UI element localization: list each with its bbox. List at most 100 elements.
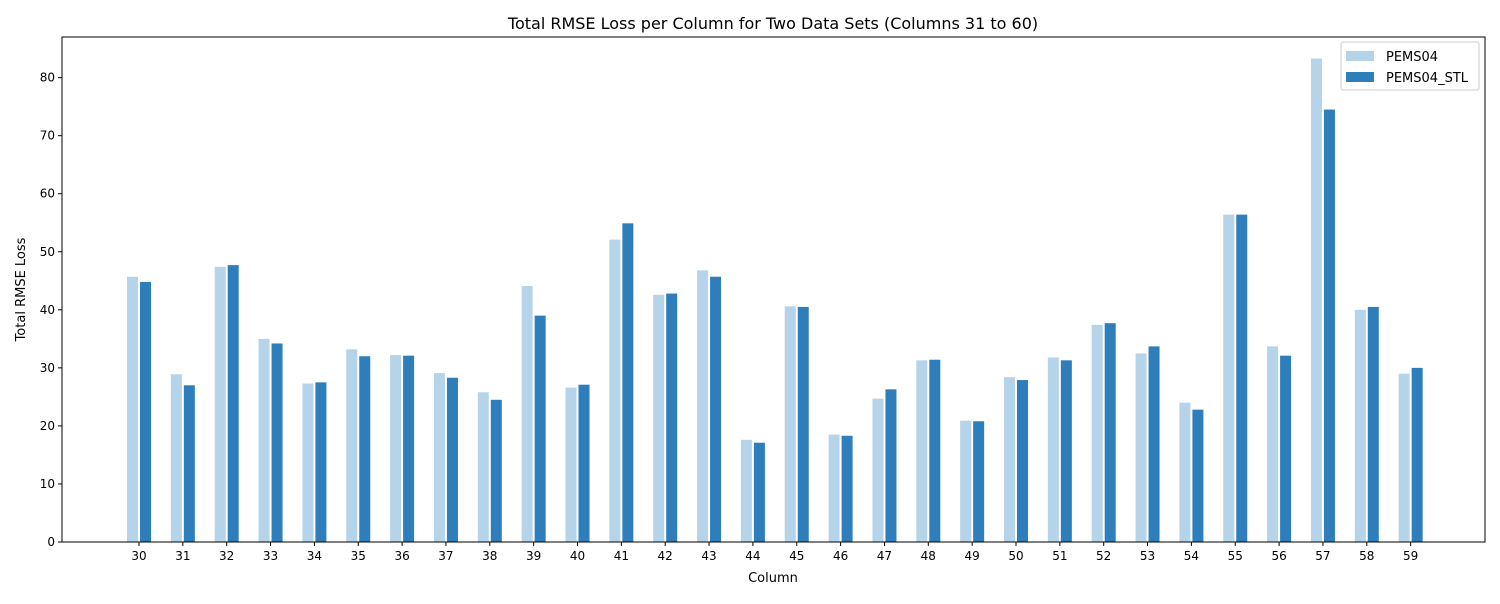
x-axis: 30 31 32 33 34 35 36 37 38 39 40 41 42 43 44 45 46 47 48 49… bbox=[131, 542, 1418, 563]
x-tick-label: 38 bbox=[482, 549, 497, 563]
bar-pems04-stl-45 bbox=[797, 306, 809, 542]
x-tick-label: 46 bbox=[833, 549, 848, 563]
plot-frame bbox=[61, 36, 1486, 543]
bar-pems04-stl-30 bbox=[140, 281, 151, 542]
y-tick-label: 30 bbox=[40, 361, 55, 375]
x-tick-label: 52 bbox=[1096, 549, 1111, 563]
bar-pems04-41 bbox=[609, 239, 621, 543]
x-tick-label: 59 bbox=[1403, 549, 1418, 563]
bar-pems04-47 bbox=[872, 398, 884, 542]
bar-pems04-40 bbox=[565, 387, 577, 542]
x-tick-label: 34 bbox=[307, 549, 322, 563]
bar-pems04-52 bbox=[1091, 324, 1103, 542]
legend-label-pems04: PEMS04 bbox=[1386, 50, 1438, 65]
bar-pems04-stl-54 bbox=[1192, 409, 1204, 542]
bar-pems04-39 bbox=[521, 286, 533, 542]
x-tick-label: 32 bbox=[219, 549, 234, 563]
bar-pems04-35 bbox=[346, 349, 358, 542]
x-tick-label: 57 bbox=[1315, 549, 1330, 563]
bar-pems04-48 bbox=[916, 360, 928, 542]
bar-pems04-stl-39 bbox=[534, 315, 546, 542]
bar-pems04-stl-44 bbox=[753, 442, 765, 542]
bar-pems04-33 bbox=[258, 338, 270, 542]
bar-pems04-stl-56 bbox=[1280, 355, 1292, 542]
x-tick-label: 55 bbox=[1228, 549, 1243, 563]
bar-pems04-stl-41 bbox=[622, 223, 634, 543]
x-tick-label: 54 bbox=[1184, 549, 1199, 563]
legend-label-pems04-stl: PEMS04_STL bbox=[1386, 71, 1469, 86]
bar-pems04-42 bbox=[653, 294, 665, 542]
x-tick-label: 41 bbox=[614, 549, 629, 563]
x-tick-label: 58 bbox=[1359, 549, 1374, 563]
bar-pems04-stl-53 bbox=[1148, 346, 1160, 542]
bar-pems04-stl-46 bbox=[841, 435, 853, 542]
bar-pems04-30 bbox=[127, 276, 138, 542]
bar-pems04-58 bbox=[1354, 309, 1366, 542]
bar-pems04-stl-34 bbox=[315, 382, 327, 542]
bar-pems04-45 bbox=[784, 306, 796, 542]
bar-pems04-stl-57 bbox=[1323, 109, 1335, 543]
x-tick-label: 53 bbox=[1140, 549, 1155, 563]
y-tick-label: 10 bbox=[40, 477, 55, 491]
bar-pems04-stl-52 bbox=[1104, 323, 1116, 542]
y-tick-label: 60 bbox=[40, 187, 55, 201]
bars-group bbox=[127, 58, 1423, 543]
bar-pems04-34 bbox=[302, 383, 314, 542]
bar-pems04-57 bbox=[1310, 58, 1322, 542]
bar-pems04-stl-47 bbox=[885, 389, 897, 542]
bar-pems04-stl-51 bbox=[1060, 360, 1072, 542]
x-tick-label: 31 bbox=[175, 549, 190, 563]
bar-pems04-49 bbox=[960, 420, 972, 542]
x-tick-label: 30 bbox=[131, 549, 146, 563]
x-tick-label: 51 bbox=[1052, 549, 1067, 563]
bar-pems04-stl-58 bbox=[1367, 306, 1379, 542]
x-tick-label: 49 bbox=[965, 549, 980, 563]
bar-pems04-50 bbox=[1004, 377, 1015, 542]
x-tick-label: 40 bbox=[570, 549, 585, 563]
legend-box bbox=[1340, 41, 1480, 91]
legend-swatch-pems04 bbox=[1346, 51, 1374, 61]
bar-pems04-stl-35 bbox=[359, 356, 371, 542]
x-tick-label: 36 bbox=[394, 549, 409, 563]
x-tick-label: 42 bbox=[658, 549, 673, 563]
x-tick-label: 35 bbox=[351, 549, 366, 563]
bar-pems04-stl-38 bbox=[490, 399, 502, 542]
y-tick-label: 0 bbox=[47, 535, 55, 549]
bar-pems04-stl-32 bbox=[227, 265, 239, 542]
bar-pems04-55 bbox=[1223, 214, 1235, 542]
y-tick-label: 20 bbox=[40, 419, 55, 433]
bar-pems04-54 bbox=[1179, 402, 1191, 542]
y-tick-label: 50 bbox=[40, 245, 55, 259]
y-tick-label: 40 bbox=[40, 303, 55, 317]
bar-pems04-stl-43 bbox=[710, 276, 722, 542]
bar-pems04-43 bbox=[697, 270, 709, 542]
x-tick-label: 43 bbox=[701, 549, 716, 563]
bar-pems04-stl-49 bbox=[973, 421, 985, 542]
bar-pems04-stl-42 bbox=[666, 293, 678, 542]
x-tick-label: 37 bbox=[438, 549, 453, 563]
bar-pems04-stl-40 bbox=[578, 384, 590, 542]
bar-pems04-36 bbox=[390, 355, 402, 542]
x-axis-label: Column bbox=[748, 571, 798, 586]
legend-swatch-pems04-stl bbox=[1346, 72, 1374, 82]
x-tick-label: 50 bbox=[1008, 549, 1023, 563]
x-tick-label: 39 bbox=[526, 549, 541, 563]
bar-pems04-59 bbox=[1398, 373, 1410, 542]
bar-pems04-stl-55 bbox=[1236, 214, 1248, 542]
x-tick-label: 33 bbox=[263, 549, 278, 563]
y-axis-label: Total RMSE Loss bbox=[14, 237, 29, 342]
y-axis: 0 10 20 30 40 50 60 70 80 bbox=[40, 71, 62, 549]
chart-title: Total RMSE Loss per Column for Two Data … bbox=[507, 14, 1038, 33]
bar-pems04-37 bbox=[433, 373, 445, 542]
x-tick-label: 48 bbox=[921, 549, 936, 563]
x-tick-label: 44 bbox=[745, 549, 760, 563]
y-tick-label: 70 bbox=[40, 129, 55, 143]
bar-pems04-stl-50 bbox=[1017, 380, 1028, 542]
bar-pems04-stl-48 bbox=[929, 359, 941, 542]
bar-pems04-38 bbox=[477, 392, 489, 542]
bar-pems04-53 bbox=[1135, 353, 1147, 542]
bar-pems04-32 bbox=[214, 266, 226, 542]
bar-pems04-44 bbox=[740, 439, 752, 542]
bar-pems04-51 bbox=[1047, 357, 1059, 542]
